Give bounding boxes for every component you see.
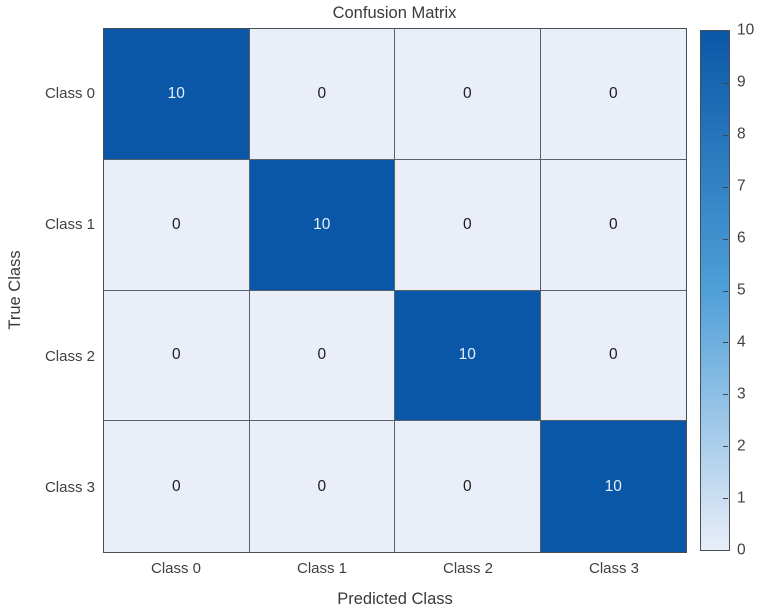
colorbar-tick-label-7: 7 <box>737 177 746 195</box>
matrix-cell-r2c1: 0 <box>249 290 395 422</box>
matrix-cell-r1c0: 0 <box>104 159 250 291</box>
x-tick-label-0: Class 0 <box>150 560 202 577</box>
chart-title: Confusion Matrix <box>332 4 457 22</box>
colorbar-tick-label-8: 8 <box>737 125 746 143</box>
matrix-cell-r3c3: 10 <box>540 421 686 552</box>
y-tick-label-0: Class 0 <box>44 85 95 103</box>
matrix-cell-r2c3: 0 <box>540 290 686 422</box>
colorbar-tick-label-0: 0 <box>737 541 746 559</box>
colorbar-tick-label-5: 5 <box>737 281 746 299</box>
y-axis-tick-labels: Class 0 Class 1 Class 2 Class 3 <box>0 28 95 553</box>
colorbar-tick-1 <box>723 498 728 500</box>
y-tick-label-2: Class 2 <box>44 347 95 365</box>
matrix-cell-r3c2: 0 <box>395 421 541 552</box>
matrix-cell-r0c3: 0 <box>540 29 686 160</box>
x-tick-label-3: Class 3 <box>588 560 640 577</box>
x-tick-label-1: Class 1 <box>296 560 348 577</box>
colorbar <box>700 30 730 551</box>
colorbar-tick-label-1: 1 <box>737 489 746 507</box>
matrix-cell-r3c1: 0 <box>249 421 395 552</box>
y-tick-label-1: Class 1 <box>44 216 95 234</box>
matrix-cell-r2c2: 10 <box>395 290 541 422</box>
matrix-cell-r1c2: 0 <box>395 159 541 291</box>
matrix-cell-r0c2: 0 <box>395 29 541 160</box>
matrix-cell-r2c0: 0 <box>104 290 250 422</box>
matrix-cell-r0c1: 0 <box>249 29 395 160</box>
matrix-cell-r1c3: 0 <box>540 159 686 291</box>
colorbar-tick-9 <box>723 82 728 84</box>
matrix-cell-r0c0: 10 <box>104 29 250 160</box>
colorbar-tick-label-4: 4 <box>737 333 746 351</box>
colorbar-tick-3 <box>723 394 728 396</box>
y-tick-label-3: Class 3 <box>44 478 95 496</box>
colorbar-tick-8 <box>723 134 728 136</box>
matrix-cell-r1c1: 10 <box>249 159 395 291</box>
colorbar-tick-7 <box>723 186 728 188</box>
colorbar-tick-6 <box>723 238 728 240</box>
colorbar-tick-2 <box>723 446 728 448</box>
colorbar-tick-label-10: 10 <box>737 21 755 39</box>
matrix-cell-r3c0: 0 <box>104 421 250 552</box>
colorbar-tick-label-6: 6 <box>737 229 746 247</box>
colorbar-tick-label-2: 2 <box>737 437 746 455</box>
x-axis-label: Predicted Class <box>337 590 453 608</box>
x-tick-label-2: Class 2 <box>442 560 494 577</box>
confusion-matrix-grid: 10 0 0 0 0 10 0 0 0 0 10 0 0 0 0 10 <box>103 28 687 553</box>
colorbar-tick-label-3: 3 <box>737 385 746 403</box>
colorbar-tick-5 <box>723 290 728 292</box>
x-axis-tick-labels: Class 0 Class 1 Class 2 Class 3 <box>103 560 687 577</box>
colorbar-tick-4 <box>723 342 728 344</box>
colorbar-tick-label-9: 9 <box>737 73 746 91</box>
